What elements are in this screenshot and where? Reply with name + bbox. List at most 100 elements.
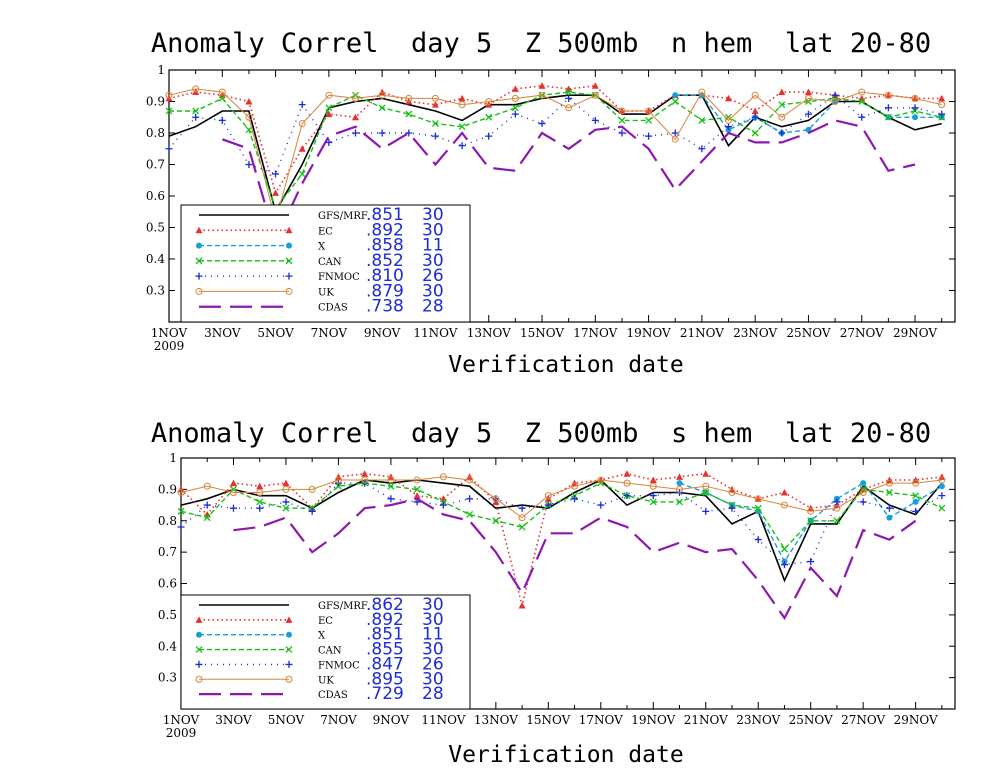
data-point-plus: [831, 91, 839, 99]
data-point-plus: [439, 501, 447, 509]
data-point-plus: [649, 492, 657, 500]
data-point-circle-open: [671, 135, 679, 143]
chart-title: Anomaly Correl day 5 Z 500mb n hem lat 2…: [151, 28, 931, 59]
series-line: [180, 479, 943, 583]
data-point-circle-open: [325, 91, 333, 99]
series-gfs-mrf: [180, 479, 943, 583]
legend-score: .892: [366, 610, 404, 630]
data-point-triangle: [229, 479, 237, 487]
data-point-plus: [859, 498, 867, 506]
data-point-circle-open: [618, 107, 626, 115]
data-point-plus: [780, 561, 788, 569]
data-point-cross: [702, 489, 710, 496]
data-point-circle-open: [387, 476, 395, 484]
data-point-circle-open: [218, 88, 226, 96]
series-cdas: [233, 497, 917, 621]
data-point-circle-open: [308, 485, 316, 493]
data-point-cross: [203, 514, 211, 522]
data-point-circle-open: [833, 504, 841, 512]
legend-count: 26: [422, 266, 444, 286]
legend-score: .855: [366, 640, 404, 660]
data-point-circle-open: [571, 482, 579, 490]
data-point-plus: [387, 495, 395, 503]
data-point-triangle: [256, 482, 264, 490]
data-point-plus: [308, 507, 316, 515]
data-point-circle-open: [859, 489, 867, 497]
data-point-cross: [466, 511, 474, 518]
data-point-triangle: [245, 98, 253, 105]
data-point-circle-open: [751, 91, 759, 99]
data-point-cross: [387, 482, 395, 490]
data-point-plus: [858, 113, 866, 121]
data-point-circle-open: [725, 116, 733, 124]
data-point-cross: [511, 104, 519, 112]
chart-panel-s-hem: Anomaly Correl day 5 Z 500mb s hem lat 2…: [151, 418, 956, 768]
data-point-circle-open: [780, 501, 788, 509]
plot-area: 1 0.9 0.8 0.7 0.6 0.5 0.4 0.3 1NOV 3NOV 5NOV 7NOV 9N…: [146, 63, 956, 353]
data-point-circle-open: [831, 98, 839, 105]
plot-area: 1 0.9 0.8 0.7 0.6 0.5 0.4 0.3 1NOV 3NOV 5NOV 7NOV 9N…: [158, 451, 956, 740]
data-point-cross: [282, 504, 290, 512]
data-point-triangle: [352, 113, 360, 121]
data-point-circle-open: [165, 91, 173, 99]
data-point-cross: [885, 489, 893, 496]
data-point-plus: [833, 498, 841, 506]
data-point-triangle: [458, 94, 466, 102]
data-point-plus: [538, 120, 546, 128]
data-point-circle-open: [458, 101, 466, 109]
data-point-circle-open: [804, 94, 812, 102]
x-tick-label: 17NOV: [579, 713, 623, 727]
data-point-cross: [858, 98, 866, 105]
data-point-triangle: [511, 85, 519, 92]
data-point-circle-open: [623, 479, 631, 487]
data-point-cross: [807, 517, 815, 525]
data-point-plus: [591, 116, 599, 124]
series-line: [180, 482, 943, 551]
x-tick-year: 2009: [154, 339, 185, 353]
data-point-cross: [378, 104, 386, 112]
data-point-cross: [195, 646, 203, 654]
legend-score: .847: [366, 654, 404, 674]
data-point-plus: [229, 504, 237, 512]
data-point-triangle: [518, 601, 526, 609]
legend-box: [180, 204, 471, 323]
data-point-circle-open: [285, 675, 293, 683]
data-point-triangle: [285, 616, 293, 623]
data-point-triangle: [538, 82, 546, 89]
legend-score: .851: [366, 205, 404, 225]
data-point-cross: [285, 257, 293, 265]
data-point-triangle: [778, 88, 786, 96]
x-tick-label: 11NOV: [421, 713, 465, 727]
y-tick-label: 0.6: [146, 189, 165, 203]
legend-box: [180, 594, 471, 710]
data-point-cross: [676, 498, 683, 506]
series-line: [180, 476, 942, 519]
x-tick-label: 1NOV: [151, 326, 188, 340]
data-point-cross: [285, 646, 293, 654]
chart-panel-n-hem: Anomaly Correl day 5 Z 500mb n hem lat 2…: [146, 28, 956, 378]
legend-model-name: CDAS: [318, 690, 348, 701]
data-point-circle-open: [195, 287, 203, 295]
legend-score: .851: [366, 625, 404, 645]
data-point-triangle: [676, 473, 684, 480]
data-point-cross: [518, 523, 526, 531]
series-line: [180, 472, 942, 606]
series-line: [168, 94, 942, 175]
x-tick-label: 5NOV: [268, 713, 305, 727]
x-tick-label: 5NOV: [257, 326, 294, 340]
data-point-circle-open: [195, 675, 203, 683]
data-point-cross: [671, 98, 679, 105]
x-tick-label: 3NOV: [215, 713, 252, 727]
data-point-circle-open: [352, 94, 360, 102]
data-point-circle-open: [544, 492, 552, 500]
data-point-cross: [938, 504, 946, 512]
data-point-circle: [886, 514, 893, 521]
data-point-circle: [286, 242, 292, 249]
data-point-circle-open: [676, 485, 684, 493]
data-point-triangle: [623, 470, 631, 477]
x-tick-label: 29NOV: [894, 713, 938, 727]
data-point-plus: [282, 498, 290, 506]
y-tick-label: 0.4: [158, 639, 177, 653]
data-point-plus: [195, 272, 203, 280]
data-point-circle-open: [938, 476, 946, 484]
